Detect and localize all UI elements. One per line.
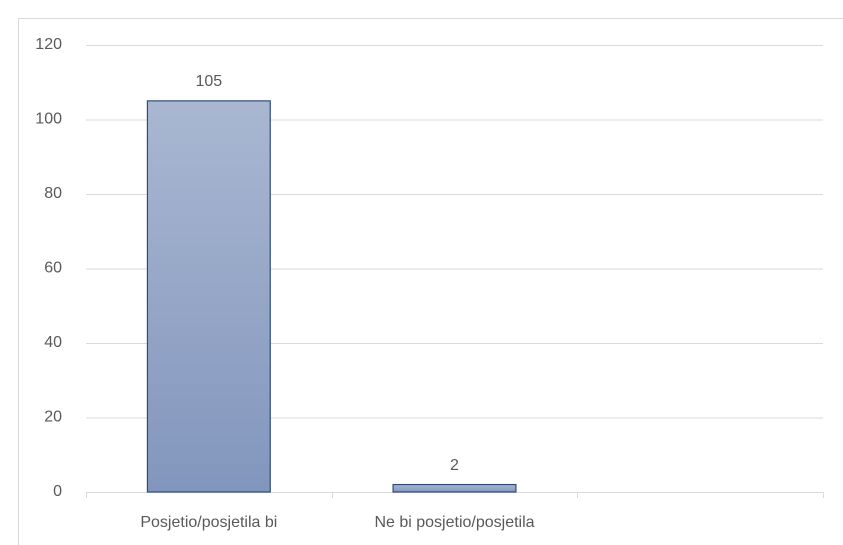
y-tick-label: 0 [53, 483, 62, 500]
y-tick-label: 80 [44, 185, 62, 202]
y-tick-label: 40 [44, 334, 62, 351]
y-tick-label: 120 [35, 36, 62, 53]
x-tick-label: Posjetio/posjetila bi [140, 514, 277, 531]
bar [392, 483, 517, 493]
x-tick-label: Ne bi posjetio/posjetila [374, 514, 534, 531]
data-label: 105 [195, 73, 222, 90]
y-tick-label: 60 [44, 260, 62, 277]
y-tick-label: 20 [44, 409, 62, 426]
y-tick-label: 100 [35, 111, 62, 128]
data-label: 2 [450, 457, 459, 474]
chart-frame [18, 18, 843, 545]
bar [146, 100, 271, 493]
